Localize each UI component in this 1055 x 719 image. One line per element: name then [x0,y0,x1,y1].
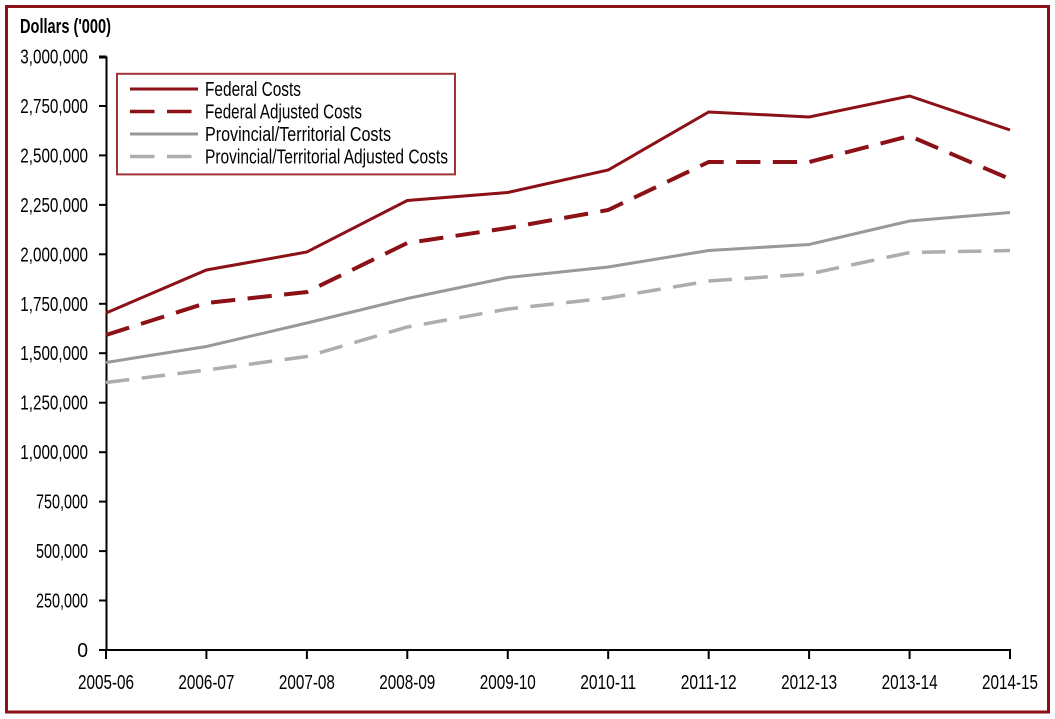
svg-text:2,250,000: 2,250,000 [20,195,88,217]
svg-text:0: 0 [77,640,88,662]
svg-text:2006-07: 2006-07 [178,672,234,694]
svg-text:2,000,000: 2,000,000 [20,244,88,266]
svg-text:1,750,000: 1,750,000 [20,294,88,316]
svg-text:2007-08: 2007-08 [279,672,335,694]
svg-text:Federal Costs: Federal Costs [205,79,301,101]
svg-text:1,500,000: 1,500,000 [20,343,88,365]
svg-text:2,750,000: 2,750,000 [20,96,88,118]
svg-text:2,500,000: 2,500,000 [20,145,88,167]
svg-text:Provincial/Territorial Costs: Provincial/Territorial Costs [205,124,391,146]
svg-text:2013-14: 2013-14 [882,672,938,694]
svg-text:2005-06: 2005-06 [78,672,134,694]
svg-text:2011-12: 2011-12 [681,672,737,694]
svg-text:3,000,000: 3,000,000 [20,47,88,69]
svg-text:2012-13: 2012-13 [781,672,837,694]
svg-text:Provincial/Territorial Adjuste: Provincial/Territorial Adjusted Costs [205,147,448,169]
svg-text:Dollars ('000): Dollars ('000) [20,16,111,38]
svg-text:2008-09: 2008-09 [379,672,435,694]
svg-text:Federal Adjusted Costs: Federal Adjusted Costs [205,102,362,124]
svg-text:2009-10: 2009-10 [480,672,536,694]
svg-text:2010-11: 2010-11 [580,672,636,694]
svg-text:2014-15: 2014-15 [982,672,1038,694]
svg-text:250,000: 250,000 [36,591,88,613]
svg-text:750,000: 750,000 [36,492,88,514]
svg-text:1,250,000: 1,250,000 [20,393,88,415]
svg-text:500,000: 500,000 [36,541,88,563]
svg-text:1,000,000: 1,000,000 [20,442,88,464]
